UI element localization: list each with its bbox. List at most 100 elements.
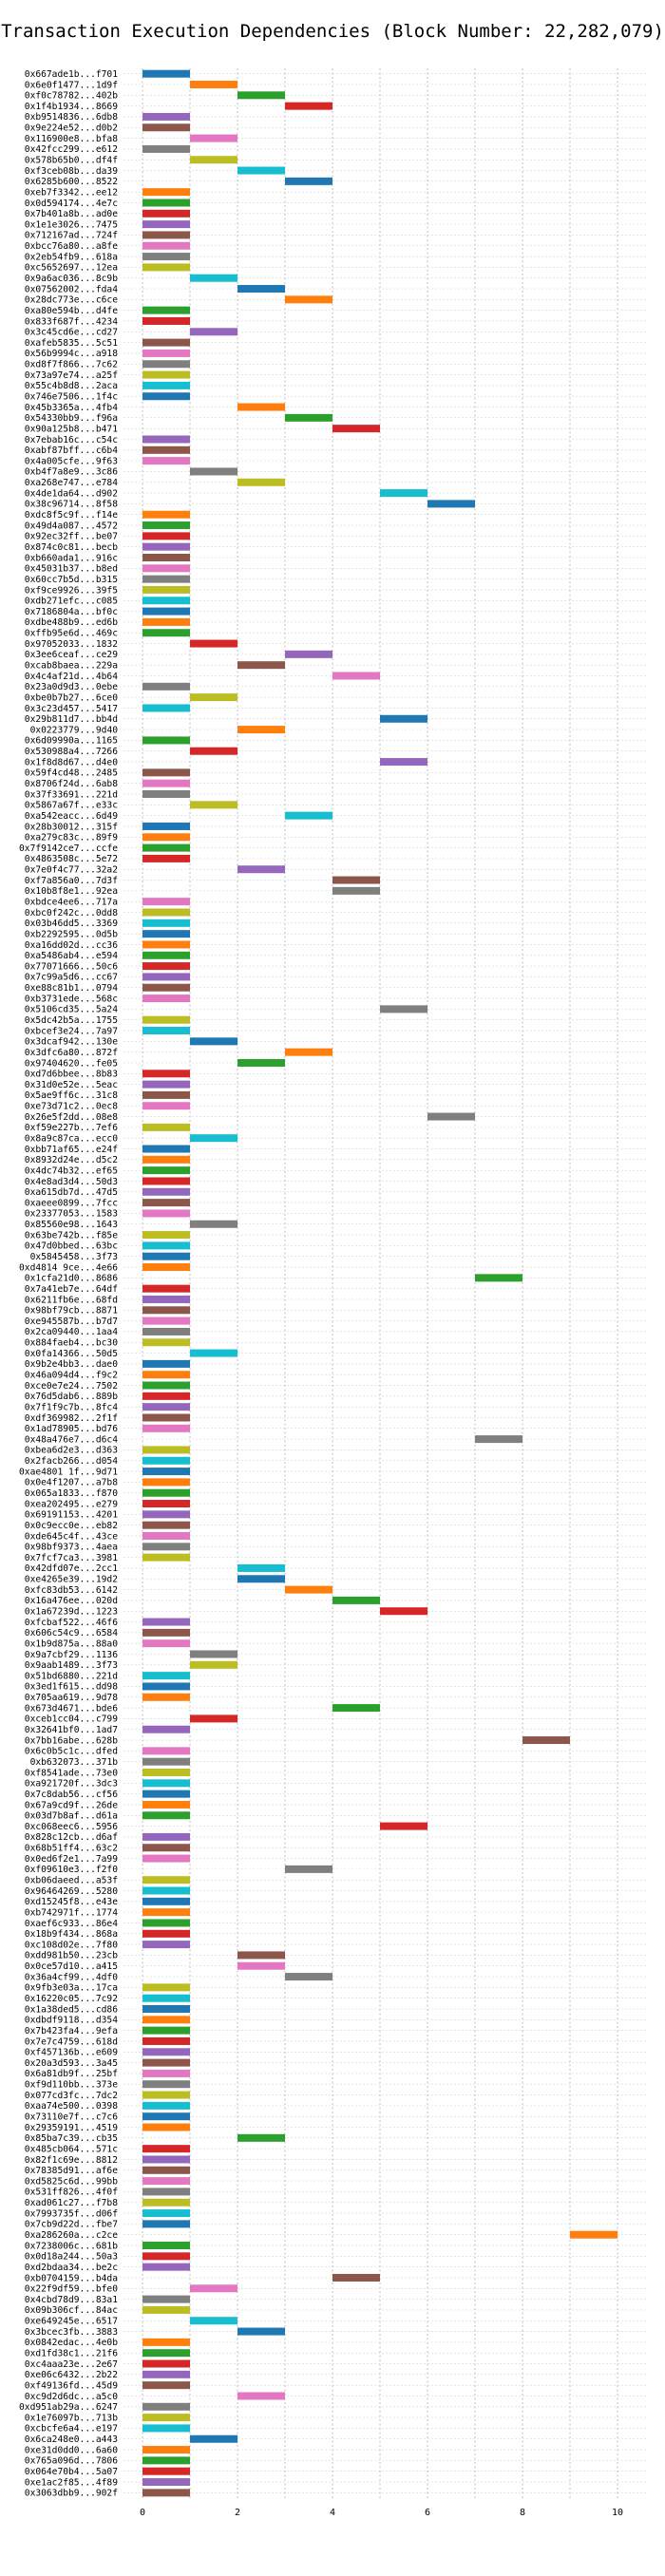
tx-hash-label: 0x29359191...4519 <box>25 2123 118 2133</box>
tx-hash-label: 0x0e4f1207...a7b8 <box>25 1478 118 1488</box>
tx-hash-label: 0x874c0c81...becb <box>25 542 118 553</box>
tx-hash-label: 0x0fa14366...50d5 <box>25 1349 118 1359</box>
tx-hash-label: 0xd8f7f866...7c62 <box>25 360 118 370</box>
dependency-bar <box>142 1371 190 1379</box>
dependency-bar <box>142 908 190 917</box>
tx-hash-label: 0xbea6d2e3...d363 <box>25 1446 118 1456</box>
dependency-bar <box>142 1177 190 1185</box>
tx-hash-label: 0x0ed6f2e1...7a99 <box>25 1854 118 1865</box>
dependency-bar <box>570 2230 618 2239</box>
dependency-bar <box>142 123 190 132</box>
tx-hash-label: 0xa268e747...e784 <box>25 478 118 488</box>
dependency-bar <box>142 1027 190 1035</box>
dependency-bar <box>142 2036 190 2045</box>
dependency-bar <box>142 144 190 153</box>
tx-hash-label: 0xf457136b...e609 <box>25 2048 118 2058</box>
tx-hash-label: 0xb632073...371b <box>30 1757 119 1768</box>
dependency-bar <box>285 1865 332 1873</box>
dependency-bar <box>285 413 332 422</box>
tx-hash-label: 0x68b51ff4...63c2 <box>25 1844 118 1854</box>
x-tick-label: 6 <box>425 2508 430 2518</box>
dependency-bar <box>142 2188 190 2196</box>
tx-hash-label: 0x09b306cf...84ac <box>25 2305 118 2316</box>
dependency-bar <box>238 726 285 734</box>
tx-hash-label: 0x1cfa21d0...8686 <box>25 1274 118 1284</box>
tx-hash-label: 0xa286260a...c2ce <box>25 2230 118 2241</box>
tx-hash-label: 0xb4f7a8e9...3c86 <box>25 467 118 478</box>
tx-hash-label: 0x38c96714...8f58 <box>25 500 118 510</box>
dependency-bar <box>142 1424 190 1432</box>
tx-hash-label: 0x6e0f1477...1d9f <box>25 80 118 90</box>
tx-hash-label: 0x42dfd07e...2cc1 <box>25 1563 118 1574</box>
dependency-bar <box>238 403 285 411</box>
dependency-bar <box>142 682 190 691</box>
tx-hash-label: 0xb0704159...b4da <box>25 2273 118 2283</box>
tx-hash-label: 0xf49136fd...45d9 <box>25 2380 118 2391</box>
dependency-bar <box>238 661 285 670</box>
tx-hash-label: 0x3dfc6a80...872f <box>25 1048 118 1058</box>
tx-hash-label: 0x0ce57d10...a415 <box>25 1961 118 1972</box>
dependency-bar <box>190 693 238 702</box>
dependency-bar <box>142 1747 190 1755</box>
tx-hash-label: 0xc9d2d6dc...a5c0 <box>25 2392 118 2402</box>
tx-hash-label: 0x7b401a8b...ad0e <box>25 209 118 219</box>
tx-hash-label: 0xf3ceb08b...da39 <box>25 166 118 177</box>
tx-hash-label: 0xaeee0899...7fcc <box>25 1198 118 1208</box>
tx-hash-label: 0x7a41eb7e...64df <box>25 1284 118 1295</box>
tx-hash-label: 0xde645c4f...43ce <box>25 1531 118 1542</box>
tx-hash-label: 0x73a97e74...a25f <box>25 370 118 381</box>
dependency-bar <box>142 2209 190 2218</box>
tx-hash-label: 0x07562002...fda4 <box>25 284 118 294</box>
dependency-bar <box>142 209 190 218</box>
x-tick-label: 8 <box>520 2508 525 2518</box>
tx-hash-label: 0x4dc74b32...ef65 <box>25 1165 118 1176</box>
dependency-bar <box>332 1704 380 1713</box>
dependency-bar <box>142 1811 190 1820</box>
dependency-bar <box>380 1822 428 1830</box>
tx-hash-label: 0xc108d02e...7f80 <box>25 1940 118 1950</box>
tx-hash-label: 0xa921720f...3dc3 <box>25 1779 118 1790</box>
tx-hash-label: 0x765a096d...7806 <box>25 2456 118 2467</box>
tx-hash-label: 0x606c54c9...6584 <box>25 1628 118 1638</box>
tx-hash-label: 0x7fcf7ca3...3981 <box>25 1553 118 1563</box>
dependency-bar <box>190 467 238 476</box>
dependency-bar <box>190 2317 238 2325</box>
dependency-bar <box>142 457 190 465</box>
tx-hash-label: 0x4e8ad3d4...50d3 <box>25 1177 118 1187</box>
dependency-bar <box>142 1327 190 1335</box>
tx-hash-label: 0xfc83db53...6142 <box>25 1585 118 1596</box>
tx-hash-label: 0xb06daeed...a53f <box>25 1875 118 1885</box>
tx-hash-label: 0x8a9c87ca...ecc0 <box>25 1133 118 1144</box>
tx-hash-label: 0x673d4671...bde6 <box>25 1703 118 1714</box>
tx-hash-label: 0xe945587b...b7d7 <box>25 1316 118 1327</box>
y-axis-labels: 0x667ade1b...f7010x6e0f1477...1d9f0xf0c7… <box>19 69 118 2499</box>
tx-hash-label: 0xe06c6432...2b22 <box>25 2370 118 2380</box>
tx-hash-label: 0x1f4b1934...8669 <box>25 102 118 112</box>
dependency-bar <box>142 1446 190 1454</box>
tx-hash-label: 0x1a67239d...1223 <box>25 1607 118 1618</box>
dependency-bar <box>142 1468 190 1476</box>
tx-hash-label: 0xf9d110bb...373e <box>25 2080 118 2091</box>
tx-hash-label: 0xdf369982...2f1f <box>25 1413 118 1424</box>
dependency-bar <box>142 392 190 401</box>
tx-hash-label: 0xcab8baea...229a <box>25 660 118 671</box>
dependency-bar <box>142 2155 190 2164</box>
dependency-bar <box>142 951 190 959</box>
tx-hash-label: 0x16a476ee...020d <box>25 1596 118 1606</box>
tx-hash-label: 0x828c12cb...d6af <box>25 1832 118 1843</box>
tx-hash-label: 0x98bf9373...4aea <box>25 1543 118 1553</box>
dependency-bar <box>142 1241 190 1250</box>
dependency-bar <box>142 220 190 229</box>
tx-hash-label: 0xf7a856a0...7d3f <box>25 876 118 886</box>
tx-hash-label: 0xbdce4ee6...717a <box>25 897 118 907</box>
dependency-bar <box>190 1660 238 1669</box>
tx-hash-label: 0x746e7506...1f4c <box>25 392 118 403</box>
dependency-bar <box>142 306 190 314</box>
dependency-bar <box>142 445 190 454</box>
dependency-bar <box>142 1941 190 1949</box>
tx-hash-label: 0x32641bf0...1ad7 <box>25 1725 118 1735</box>
dependency-bar <box>142 2058 190 2067</box>
dependency-bar <box>285 295 332 304</box>
dependency-bar <box>142 1779 190 1788</box>
tx-hash-label: 0x47d0bbed...63bc <box>25 1241 118 1252</box>
